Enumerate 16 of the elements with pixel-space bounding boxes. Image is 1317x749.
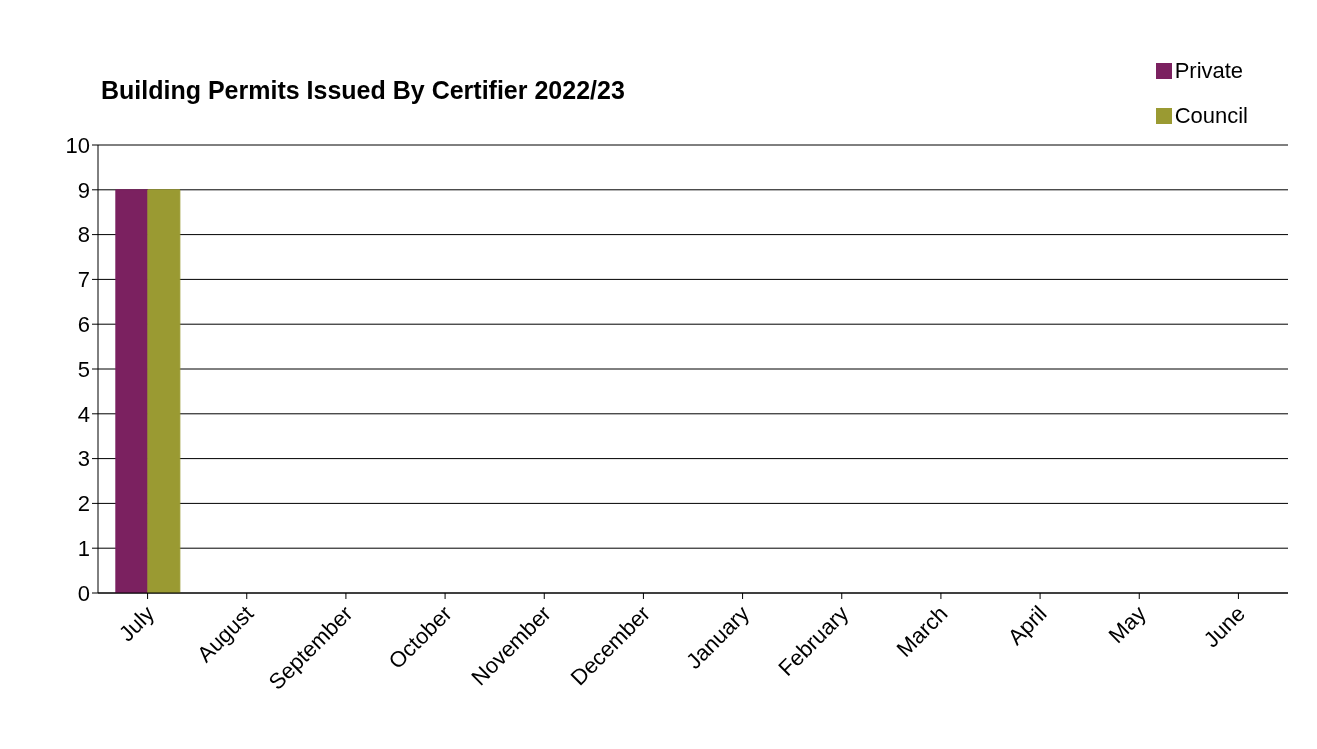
x-tick-label: May [1103, 600, 1151, 648]
y-tick-label: 2 [77, 491, 90, 517]
y-tick-label: 1 [77, 536, 90, 562]
y-tick-label: 9 [77, 177, 90, 203]
chart-title: Building Permits Issued By Certifier 2022/23 [101, 76, 625, 105]
legend-label: Private [1174, 57, 1244, 84]
y-tick-label: 4 [77, 401, 90, 427]
y-tick-label: 10 [65, 132, 90, 158]
y-tick-label: 5 [77, 356, 90, 382]
x-tick-label: July [113, 600, 160, 647]
y-tick-label: 7 [77, 267, 90, 293]
y-tick-label: 3 [77, 446, 90, 472]
y-tick-label: 0 [77, 580, 90, 606]
y-tick-label: 6 [77, 312, 90, 338]
legend-label: Council [1174, 102, 1248, 129]
y-tick-label: 8 [77, 222, 90, 248]
